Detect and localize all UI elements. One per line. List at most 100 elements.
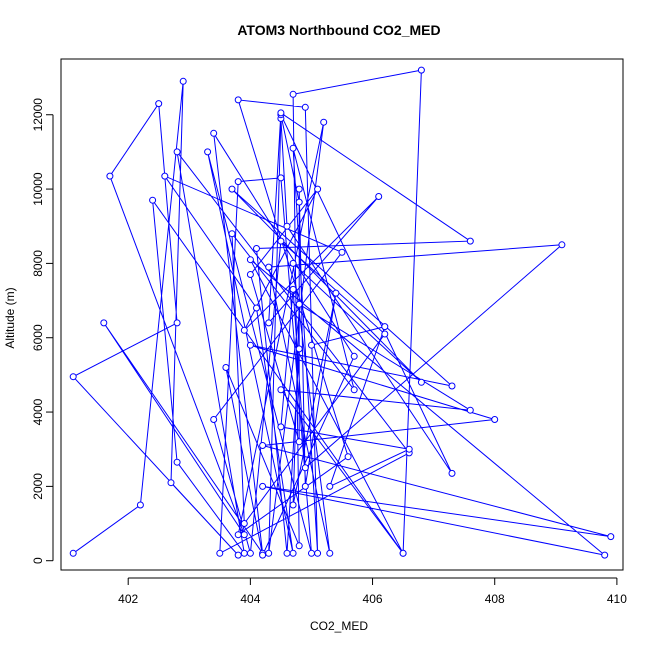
data-point (405, 445, 413, 453)
data-point (265, 549, 273, 557)
data-point (289, 285, 297, 293)
y-axis-label: Altitude (m) (3, 287, 17, 348)
data-point (301, 464, 309, 472)
data-point (289, 501, 297, 509)
y-tick-label: 8000 (31, 250, 45, 277)
data-point (448, 382, 456, 390)
data-point (204, 148, 212, 156)
data-point (246, 549, 254, 557)
data-point (246, 256, 254, 264)
data-point (222, 364, 230, 371)
x-tick-label: 408 (485, 592, 505, 606)
data-point (173, 458, 181, 466)
data-point (246, 341, 254, 349)
y-tick-label: 2000 (31, 473, 45, 500)
data-point (216, 549, 224, 557)
data-point (277, 109, 285, 117)
data-point (69, 549, 77, 557)
data-point (173, 148, 181, 156)
data-point (106, 172, 114, 180)
data-point (283, 222, 291, 230)
data-point (179, 77, 187, 85)
data-point (326, 549, 334, 557)
data-point (320, 118, 328, 126)
data-point (558, 241, 566, 249)
data-point (240, 326, 248, 334)
data-point (277, 423, 285, 431)
data-point (295, 185, 303, 193)
data-point (417, 378, 425, 386)
data-point (253, 304, 260, 312)
data-point (240, 549, 248, 557)
data-point (277, 237, 285, 245)
data-point (308, 549, 315, 557)
x-axis-label: CO2_MED (310, 619, 368, 633)
data-point (399, 549, 407, 557)
data-point (295, 198, 303, 206)
data-point (259, 482, 267, 490)
y-tick-label: 12000 (31, 98, 45, 132)
data-point (234, 551, 242, 559)
data-point (155, 100, 163, 108)
data-point (289, 90, 297, 98)
x-tick-label: 406 (363, 592, 383, 606)
data-point (295, 542, 303, 550)
data-point (381, 330, 389, 338)
data-point (173, 319, 181, 327)
data-point (308, 341, 315, 349)
y-tick-label: 10000 (31, 172, 45, 206)
data-point (234, 96, 242, 104)
data-point (314, 185, 322, 193)
data-point (607, 533, 615, 541)
data-point (417, 66, 425, 74)
data-point (466, 406, 474, 414)
data-point (69, 373, 77, 381)
series-layer (69, 66, 615, 559)
data-point (149, 196, 157, 204)
data-point (277, 386, 285, 394)
data-point (136, 501, 144, 509)
data-point (344, 453, 352, 461)
data-point (295, 345, 303, 353)
data-point (289, 549, 297, 557)
data-point (259, 551, 267, 559)
data-point (295, 300, 303, 308)
y-tick-label: 0 (31, 557, 45, 564)
x-axis: 402 404 406 408 410 (118, 577, 627, 606)
data-point (228, 230, 236, 238)
data-point (167, 479, 175, 487)
data-point (240, 531, 248, 539)
data-point (259, 442, 267, 449)
data-point (289, 259, 297, 267)
x-tick-label: 410 (607, 592, 627, 606)
data-point (466, 237, 474, 245)
series-line (72, 69, 611, 557)
data-point (277, 174, 285, 182)
data-point (100, 319, 108, 327)
data-point (210, 416, 218, 423)
y-tick-label: 6000 (31, 324, 45, 351)
data-point (228, 185, 236, 193)
data-point (234, 178, 242, 186)
data-point (601, 551, 609, 559)
chart-title: ATOM3 Northbound CO2_MED (237, 22, 440, 38)
data-point (301, 103, 309, 111)
data-point (448, 469, 456, 477)
data-point (210, 129, 218, 137)
data-point (265, 263, 273, 271)
x-tick-label: 402 (118, 592, 138, 606)
data-point (161, 172, 169, 180)
x-tick-label: 404 (240, 592, 260, 606)
data-point (246, 271, 254, 278)
data-point (381, 323, 389, 331)
data-point (350, 352, 358, 360)
data-point (265, 319, 273, 327)
data-point (338, 248, 346, 256)
data-point (234, 531, 242, 539)
data-point (491, 416, 499, 423)
data-point (326, 482, 334, 490)
data-point (314, 549, 322, 557)
plot-area (60, 58, 624, 571)
data-point (240, 520, 248, 527)
